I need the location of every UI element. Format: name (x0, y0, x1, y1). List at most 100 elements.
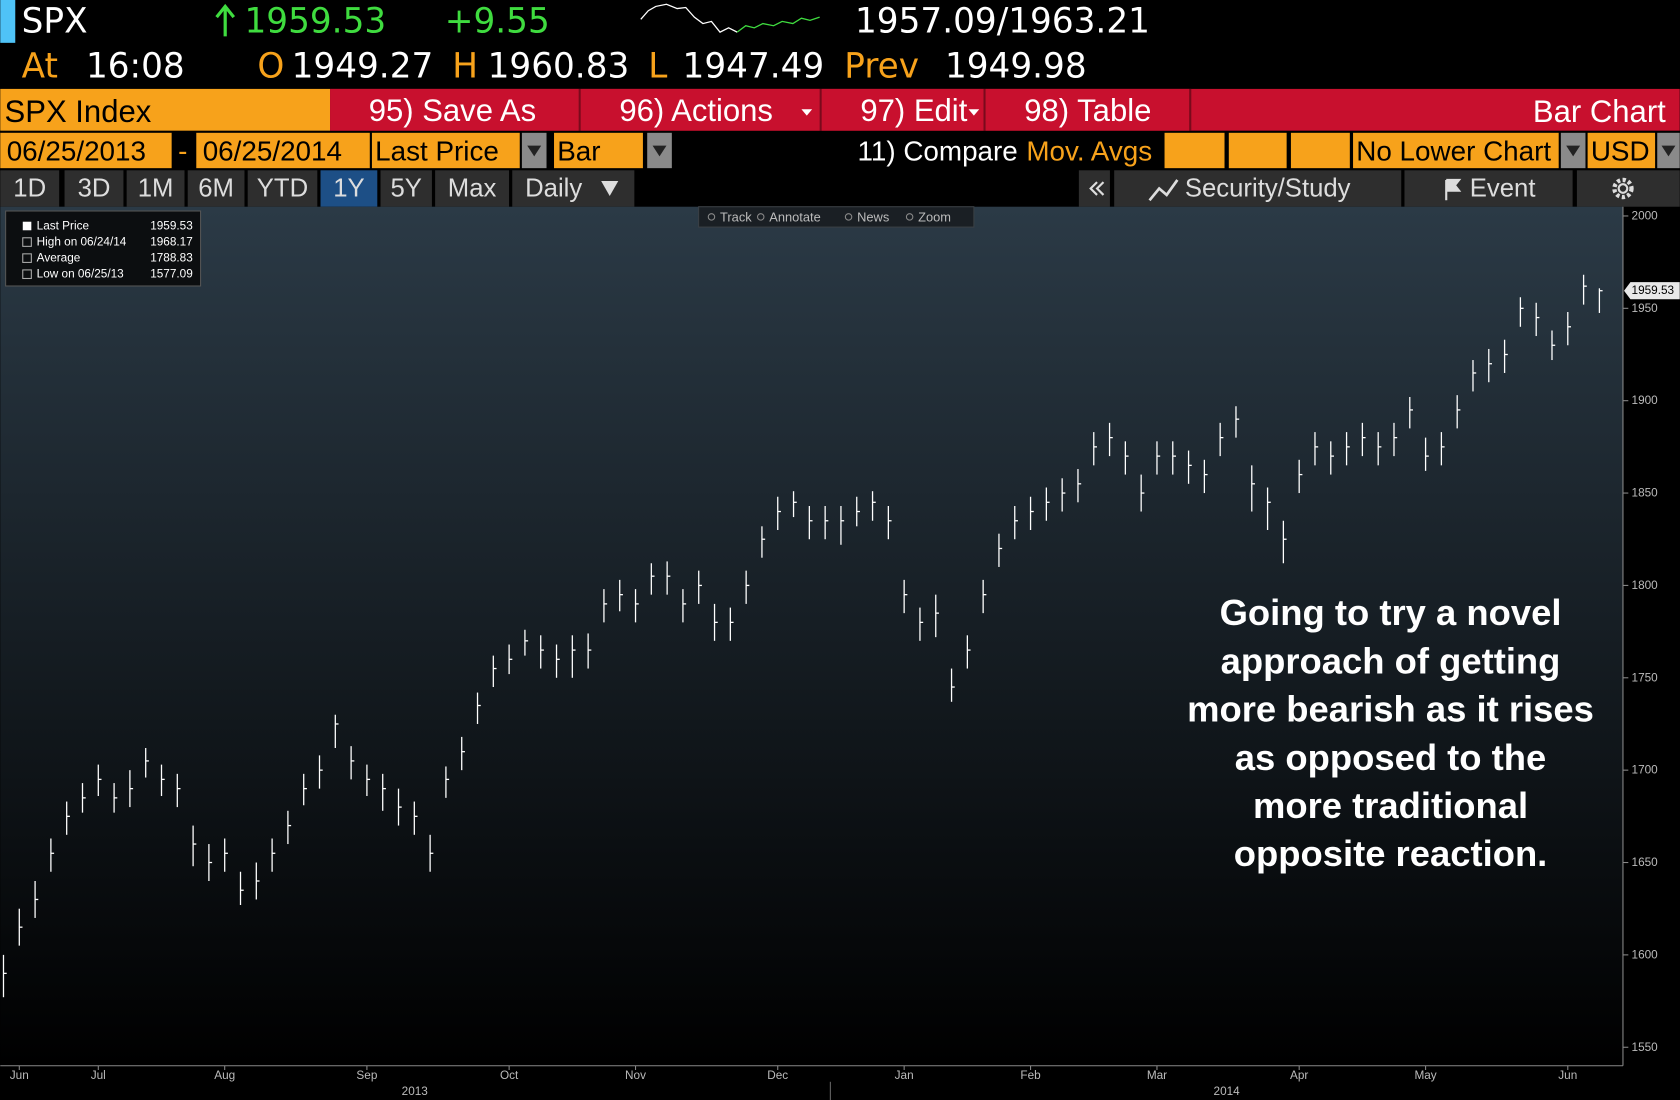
tool-label[interactable]: Zoom (918, 209, 951, 224)
x-tick-label: Feb (1020, 1069, 1041, 1082)
style: Bar (557, 136, 600, 167)
gear-icon-center (1617, 183, 1629, 194)
y-tick-label: 1600 (1632, 948, 1659, 961)
legend-box (5, 210, 202, 287)
event-button[interactable] (1404, 170, 1573, 207)
low-label: L (648, 46, 667, 86)
tool-label[interactable]: Annotate (769, 209, 820, 224)
x-tick-label: Jan (895, 1069, 914, 1082)
y-tick-label: 1550 (1632, 1041, 1659, 1054)
style-select[interactable] (554, 132, 643, 169)
open-label: O (257, 46, 284, 86)
empty-field[interactable] (1290, 132, 1350, 169)
field-select[interactable] (371, 132, 520, 169)
legend-icon (22, 269, 32, 280)
y-tick-label: 1750 (1632, 671, 1659, 684)
period-button[interactable] (247, 170, 318, 207)
mov-avgs[interactable]: Mov. Avgs (1026, 136, 1152, 167)
open: 1949.27 (292, 46, 434, 86)
plot-area (0, 206, 1623, 1066)
annotation-line: more traditional (1253, 785, 1528, 826)
plot: 1550 1600 1650 1700 1750 1800 1850 1900 1950 2000… (2, 209, 1680, 1098)
bid-ask: 1957.09/1963.21 (855, 1, 1150, 41)
x-tick-label: Apr (1290, 1069, 1308, 1082)
y-tick-label: 1900 (1632, 394, 1659, 407)
y-tick-label: 2000 (1632, 209, 1659, 222)
x-tick-label: Dec (767, 1069, 788, 1082)
high: 1960.83 (488, 46, 630, 86)
legend-value: 1968.17 (150, 236, 193, 249)
toolbar-button-label: 97) Edit (860, 93, 967, 128)
period-label: 1M (138, 175, 174, 203)
frequency: Daily (525, 175, 582, 203)
dropdown-arrow (527, 145, 542, 157)
end-date: 06/25/2014 (203, 136, 342, 167)
lower-chart: No Lower Chart (1356, 136, 1551, 167)
net-change: +9.55 (445, 1, 550, 41)
dropdown-arrow (601, 181, 619, 197)
end-date-field[interactable] (196, 132, 370, 169)
year-label: 2014 (1214, 1085, 1241, 1098)
toolbar-button-label: 98) Table (1024, 93, 1151, 128)
security: SPX Index (5, 94, 152, 129)
period-button[interactable] (126, 170, 185, 207)
start-date-field[interactable] (0, 132, 172, 169)
annotation: Going to try a novel approach of getting m… (1187, 592, 1594, 874)
toolbar-button[interactable] (580, 88, 820, 131)
tool-label[interactable]: Track (720, 209, 752, 224)
x-tick-label: Jun (1558, 1069, 1577, 1082)
legend: Last Price 1959.53 High on 06/24/14 1968.17… (22, 219, 193, 281)
annotation-line: approach of getting (1221, 640, 1561, 681)
dropdown-arrow (968, 109, 980, 116)
chart-label: Bar Chart (1533, 94, 1666, 129)
annotation-line: Going to try a novel (1220, 592, 1562, 633)
empty-field[interactable] (1164, 132, 1225, 169)
high-label: H (452, 46, 478, 86)
period-button[interactable] (0, 170, 60, 207)
last-price-tag (1624, 282, 1680, 300)
toolbar-button[interactable] (330, 88, 579, 131)
period-button[interactable] (64, 170, 124, 207)
currency-select[interactable] (1587, 132, 1656, 169)
currency: USD (1591, 136, 1650, 167)
toolbar-button[interactable] (985, 88, 1190, 131)
period-button[interactable] (187, 170, 245, 207)
legend-label: Average (37, 252, 81, 265)
security-field[interactable] (0, 88, 331, 131)
time: 16:08 (86, 46, 185, 86)
toolbar-button[interactable] (821, 88, 984, 131)
sparkline (640, 3, 738, 33)
tool-label[interactable]: News (857, 209, 889, 224)
security-study: Security/Study (1185, 175, 1351, 203)
legend-label: High on 06/24/14 (37, 236, 127, 249)
legend-value: 1577.09 (150, 268, 193, 281)
prev-label: Prev (844, 46, 919, 86)
legend-icon (22, 237, 32, 247)
annotation-line: as opposed to the (1235, 737, 1547, 778)
compare[interactable]: 11) Compare (857, 136, 1017, 167)
tool-icon (756, 213, 765, 221)
tool-icon (707, 213, 716, 221)
legend-icon (22, 253, 32, 263)
date-separator: - (178, 136, 187, 167)
collapse-icon (1089, 181, 1105, 196)
status-marker (0, 0, 16, 43)
security-study-button[interactable] (1114, 170, 1402, 207)
x-tick-label: May (1414, 1069, 1436, 1082)
toolbar-buttons: 95) Save As 96) Actions 97) Edit 98) Table (330, 88, 1192, 131)
study-icon (1148, 179, 1179, 202)
period-button[interactable] (435, 170, 510, 207)
period-button[interactable] (320, 170, 378, 207)
chart-tools-items: Track Annotate News Zoom (707, 209, 951, 224)
field: Last Price (375, 136, 499, 167)
lower-chart-select[interactable] (1353, 132, 1559, 169)
period-label: Max (448, 175, 497, 203)
period-buttons: 1D 3D 1M 6M YTD 1Y 5Y Max (0, 170, 510, 207)
period-button[interactable] (380, 170, 432, 207)
collapse-button[interactable] (1078, 170, 1110, 207)
annotation-line: opposite reaction. (1234, 833, 1548, 874)
empty-field[interactable] (1228, 132, 1287, 169)
chart-tools (698, 206, 975, 228)
